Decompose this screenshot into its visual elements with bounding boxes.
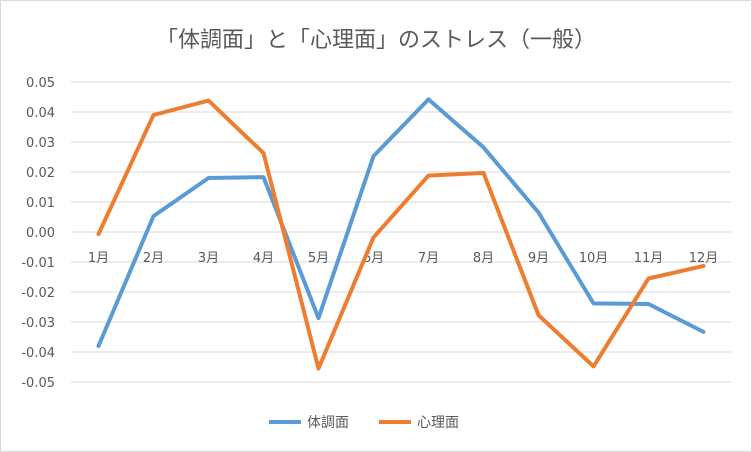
x-tick-label: 8月 (473, 251, 494, 266)
y-tick-label: -0.02 (21, 286, 55, 301)
legend-label: 体調面 (307, 415, 349, 431)
y-tick-label: 0.03 (26, 136, 55, 151)
legend: 体調面 心理面 (269, 415, 459, 431)
x-tick-label: 5月 (308, 251, 329, 266)
gridlines (71, 81, 731, 383)
y-tick-label: 0.04 (26, 106, 55, 121)
y-tick-label: 0.05 (26, 76, 55, 91)
y-tick-label: -0.03 (21, 316, 55, 331)
x-tick-label: 9月 (528, 251, 549, 266)
series-line-1 (96, 98, 706, 371)
x-tick-label: 11月 (634, 251, 664, 266)
x-tick-label: 1月 (88, 251, 109, 266)
y-tick-label: -0.04 (21, 346, 55, 361)
y-tick-label: 0.00 (26, 226, 55, 241)
legend-label: 心理面 (417, 415, 459, 431)
y-axis-labels: -0.05 -0.04 -0.03 -0.02 -0.01 0.00 0.01 0.02 0.0… (21, 76, 55, 391)
y-tick-label: -0.05 (21, 376, 55, 391)
x-tick-label: 12月 (689, 251, 719, 266)
y-tick-label: -0.01 (21, 256, 55, 271)
series-lines (96, 97, 706, 371)
x-axis-labels: 1月 2月 3月 4月 5月 6月 7月 8月 9月 10月 11月 12月 (88, 251, 718, 266)
y-tick-label: 0.02 (26, 166, 55, 181)
x-tick-label: 10月 (579, 251, 609, 266)
x-tick-label: 7月 (418, 251, 439, 266)
x-tick-label: 3月 (198, 251, 219, 266)
series-line-0 (96, 97, 706, 348)
chart-title: 「体調面」と「心理面」のストレス（一般） (156, 28, 596, 53)
x-tick-label: 2月 (143, 251, 164, 266)
x-tick-label: 4月 (253, 251, 274, 266)
y-tick-label: 0.01 (26, 196, 55, 211)
